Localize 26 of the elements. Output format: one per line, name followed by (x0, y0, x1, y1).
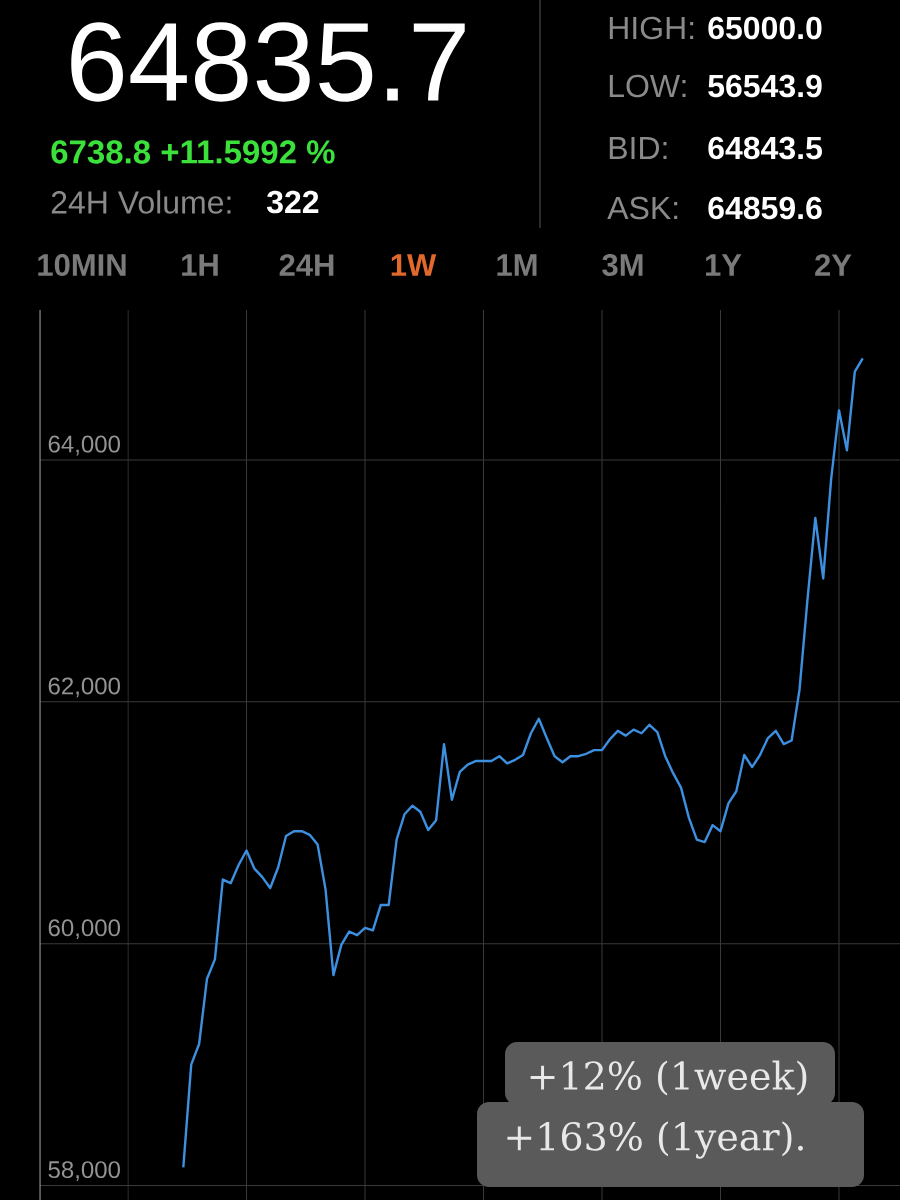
y-tick-label: 62,000 (48, 677, 120, 698)
text: 10MIN (38, 254, 126, 276)
text: 24H (279, 254, 334, 276)
text: 2Y (815, 254, 852, 276)
text: 65000.0 (708, 16, 822, 40)
text: 1W (391, 254, 437, 276)
text: 1Y (706, 254, 742, 276)
annotation: +12% (1week) (530, 1060, 807, 1096)
text: LOW: (609, 74, 686, 98)
text: 56543.9 (708, 74, 822, 98)
chart-title: 64835.7 (71, 22, 465, 102)
text: 24H Volume: (51, 190, 231, 214)
text: 64843.5 (708, 136, 822, 160)
text: 1M (497, 254, 537, 276)
text: 322 (266, 190, 319, 214)
y-tick-label: 58,000 (48, 1161, 120, 1181)
text: 1H (182, 254, 218, 276)
chart-subtitle: 6738.8 +11.5992 % (51, 140, 335, 164)
text: HIGH: (609, 16, 694, 40)
text: 3M (602, 254, 643, 276)
text: 64859.6 (708, 196, 822, 220)
annotation: +163% (1year). (507, 1121, 803, 1159)
text: BID: (609, 136, 667, 159)
text: ASK: (607, 196, 678, 220)
y-tick-label: 64,000 (48, 435, 120, 456)
y-tick-label: 60,000 (48, 919, 120, 940)
